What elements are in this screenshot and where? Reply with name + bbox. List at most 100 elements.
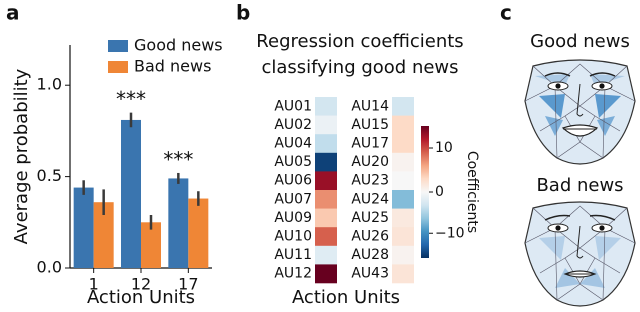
heatmap-title: Regression coefficients — [256, 31, 463, 52]
row-label: AU43 — [351, 266, 389, 282]
face-mesh — [564, 247, 596, 259]
face-mesh — [554, 63, 606, 87]
heatmap-cell — [392, 171, 414, 191]
nose — [576, 225, 584, 259]
pupil — [599, 83, 605, 89]
legend-label: Good news — [134, 36, 223, 55]
heatmap-cell — [315, 208, 337, 228]
pupil — [555, 225, 561, 231]
heatmap-cell — [392, 97, 414, 116]
colorbar — [421, 126, 429, 258]
row-label: AU28 — [351, 247, 389, 263]
row-label: AU10 — [274, 229, 312, 245]
face-outline — [524, 201, 636, 307]
face-mesh — [556, 283, 604, 301]
significance-marker: *** — [116, 87, 146, 111]
heatmap-cell — [315, 190, 337, 209]
row-label: AU14 — [351, 98, 389, 114]
heatmap-cell — [392, 190, 414, 209]
mouth — [561, 124, 599, 137]
panel-label: a — [6, 1, 20, 25]
x-axis-label: Action Units — [292, 287, 400, 308]
heatmap-cell — [392, 152, 414, 172]
legend-label: Bad news — [134, 57, 211, 76]
face-region — [545, 116, 563, 136]
y-tick-label: 1.0 — [37, 75, 62, 94]
heatmap-cell — [315, 134, 337, 154]
face-mesh — [564, 105, 596, 117]
heatmap-cell — [315, 264, 337, 284]
heatmap-cell — [392, 208, 414, 228]
row-label: AU01 — [274, 98, 312, 114]
bar — [73, 187, 94, 268]
legend-swatch — [108, 61, 128, 73]
face-mesh — [554, 205, 606, 229]
row-label: AU26 — [351, 229, 389, 245]
legend-swatch — [108, 40, 128, 52]
heatmap-cell — [315, 115, 337, 135]
colorbar-label: Coefficients — [464, 151, 480, 233]
row-label: AU17 — [351, 136, 389, 152]
heatmap-cell — [315, 152, 337, 172]
face-region — [580, 268, 605, 288]
face-region — [539, 94, 565, 118]
bar — [93, 202, 114, 268]
colorbar-tick-label: −10 — [435, 225, 465, 241]
row-label: AU15 — [351, 117, 389, 133]
face-diagram — [524, 201, 636, 307]
row-label: AU25 — [351, 210, 389, 226]
face-region — [595, 236, 621, 260]
heatmap-cell — [315, 227, 337, 247]
heatmap-cell — [392, 227, 414, 247]
heatmap-cell — [392, 115, 414, 135]
bar — [141, 222, 161, 268]
x-axis-label: Action Units — [87, 287, 195, 308]
panel-label: b — [236, 1, 250, 25]
face-region — [539, 236, 565, 260]
face-region — [597, 116, 615, 136]
row-label: AU23 — [351, 173, 389, 189]
y-tick-label: 0.0 — [37, 258, 62, 277]
bar — [188, 198, 209, 268]
face-title: Bad news — [536, 175, 623, 196]
face-diagram — [524, 59, 636, 165]
pupil — [599, 225, 605, 231]
row-label: AU07 — [274, 191, 312, 207]
nose — [576, 83, 584, 117]
bar — [168, 178, 189, 268]
row-label: AU04 — [274, 136, 312, 152]
heatmap-title: classifying good news — [261, 57, 458, 78]
x-tick-label: 1 — [89, 275, 99, 294]
y-tick-label: 0.5 — [37, 166, 62, 185]
pupil — [555, 83, 561, 89]
face-region — [595, 94, 621, 118]
face-title: Good news — [530, 31, 630, 52]
eyebrow — [544, 214, 571, 221]
heatmap-cell — [315, 245, 337, 265]
significance-marker: *** — [163, 147, 193, 171]
bar — [121, 119, 141, 268]
colorbar-tick-label: 0 — [435, 184, 444, 200]
face-region — [555, 268, 580, 288]
x-tick-label: 17 — [178, 275, 198, 294]
heatmap-cell — [392, 264, 414, 284]
colorbar-tick-label: 10 — [435, 140, 453, 156]
eyebrow — [589, 214, 616, 221]
heatmap-cell — [315, 171, 337, 191]
row-label: AU24 — [351, 191, 389, 207]
row-label: AU06 — [274, 173, 312, 189]
face-outline — [524, 59, 636, 165]
eyebrow — [589, 72, 616, 77]
row-label: AU02 — [274, 117, 312, 133]
panel-label: c — [500, 1, 512, 25]
row-label: AU11 — [274, 247, 312, 263]
row-label: AU09 — [274, 210, 312, 226]
y-axis-label: Average probability — [11, 68, 32, 244]
heatmap-cell — [392, 245, 414, 265]
row-label: AU05 — [274, 154, 312, 170]
eyebrow — [544, 72, 571, 77]
row-label: AU12 — [274, 266, 312, 282]
face-mesh — [556, 141, 604, 159]
row-label: AU20 — [351, 154, 389, 170]
